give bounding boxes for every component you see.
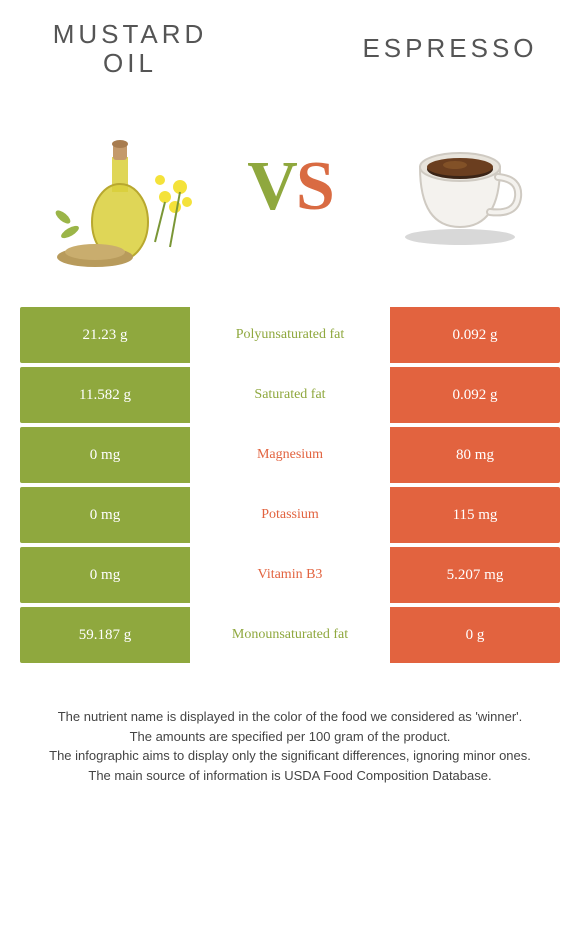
cell-nutrient: Magnesium	[190, 427, 390, 483]
cell-right: 0.092 g	[390, 307, 560, 363]
header: MUSTARD OIL ESPRESSO	[0, 0, 580, 87]
images-row: VS	[0, 87, 580, 307]
comparison-table: 21.23 gPolyunsaturated fat0.092 g11.582 …	[0, 307, 580, 663]
cell-left: 0 mg	[20, 487, 190, 543]
footer-line4: The main source of information is USDA F…	[20, 766, 560, 786]
table-row: 0 mgPotassium115 mg	[20, 487, 560, 543]
footer-notes: The nutrient name is displayed in the co…	[0, 667, 580, 805]
table-row: 11.582 gSaturated fat0.092 g	[20, 367, 560, 423]
cell-right: 5.207 mg	[390, 547, 560, 603]
table-row: 59.187 gMonounsaturated fat0 g	[20, 607, 560, 663]
title-left: MUSTARD OIL	[40, 20, 220, 77]
cell-left: 0 mg	[20, 547, 190, 603]
title-left-line2: OIL	[103, 48, 157, 78]
title-right-text: ESPRESSO	[362, 33, 537, 63]
cell-right: 0.092 g	[390, 367, 560, 423]
espresso-image	[370, 97, 550, 277]
mustard-oil-image	[30, 97, 210, 277]
title-right: ESPRESSO	[360, 20, 540, 63]
footer-line3: The infographic aims to display only the…	[20, 746, 560, 766]
cell-right: 0 g	[390, 607, 560, 663]
table-row: 0 mgMagnesium80 mg	[20, 427, 560, 483]
cell-right: 80 mg	[390, 427, 560, 483]
cell-nutrient: Polyunsaturated fat	[190, 307, 390, 363]
cell-nutrient: Monounsaturated fat	[190, 607, 390, 663]
cell-right: 115 mg	[390, 487, 560, 543]
cell-left: 59.187 g	[20, 607, 190, 663]
title-left-line1: MUSTARD	[53, 19, 208, 49]
table-row: 0 mgVitamin B35.207 mg	[20, 547, 560, 603]
footer-line2: The amounts are specified per 100 gram o…	[20, 727, 560, 747]
cell-nutrient: Vitamin B3	[190, 547, 390, 603]
cell-nutrient: Saturated fat	[190, 367, 390, 423]
cell-nutrient: Potassium	[190, 487, 390, 543]
cell-left: 21.23 g	[20, 307, 190, 363]
vs-v: V	[247, 148, 296, 225]
vs-label: VS	[247, 147, 333, 227]
table-row: 21.23 gPolyunsaturated fat0.092 g	[20, 307, 560, 363]
cell-left: 0 mg	[20, 427, 190, 483]
cell-left: 11.582 g	[20, 367, 190, 423]
vs-s: S	[296, 148, 333, 225]
footer-line1: The nutrient name is displayed in the co…	[20, 707, 560, 727]
